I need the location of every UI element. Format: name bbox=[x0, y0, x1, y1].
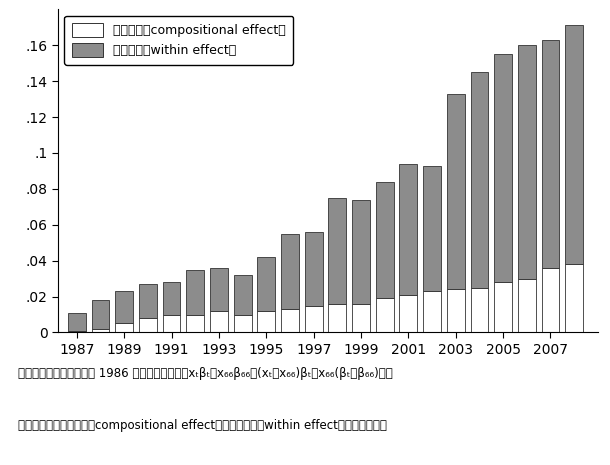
Bar bbox=[163, 282, 181, 314]
Bar bbox=[494, 54, 512, 282]
Bar bbox=[565, 264, 583, 332]
Bar bbox=[210, 311, 228, 332]
Bar bbox=[470, 287, 488, 332]
Bar bbox=[257, 311, 275, 332]
Bar bbox=[447, 93, 465, 289]
Bar bbox=[257, 257, 275, 311]
Bar bbox=[400, 164, 417, 295]
Bar bbox=[139, 318, 157, 332]
Bar bbox=[447, 289, 465, 332]
Bar bbox=[281, 309, 299, 332]
Bar bbox=[187, 270, 204, 314]
Bar bbox=[281, 234, 299, 309]
Bar bbox=[494, 282, 512, 332]
Bar bbox=[92, 329, 109, 332]
Text: 注：非正規労働者比率の 1986 年からの変化分をxₜβₜ－x₆₆β₆₆＝(xₜ－x₆₆)βₜ＋x₆₆(βₜ－β₆₆)の式: 注：非正規労働者比率の 1986 年からの変化分をxₜβₜ－x₆₆β₆₆＝(xₜ… bbox=[18, 367, 393, 380]
Bar bbox=[115, 291, 133, 324]
Bar bbox=[68, 313, 86, 331]
Bar bbox=[305, 306, 323, 332]
Bar bbox=[328, 198, 346, 304]
Bar bbox=[376, 299, 393, 332]
Bar bbox=[68, 331, 86, 332]
Bar bbox=[234, 314, 251, 332]
Bar bbox=[470, 72, 488, 287]
Bar bbox=[234, 275, 251, 314]
Bar bbox=[305, 232, 323, 306]
Bar bbox=[542, 40, 559, 268]
Bar bbox=[518, 279, 536, 332]
Bar bbox=[352, 304, 370, 332]
Bar bbox=[423, 291, 441, 332]
Bar bbox=[163, 314, 181, 332]
Bar bbox=[518, 45, 536, 279]
Bar bbox=[565, 26, 583, 264]
Bar bbox=[328, 304, 346, 332]
Bar bbox=[187, 314, 204, 332]
Bar bbox=[400, 295, 417, 332]
Text: に基づいて、構成効果（compositional effect）と内部効果（within effect）に分解した。: に基づいて、構成効果（compositional effect）と内部効果（wi… bbox=[18, 418, 387, 432]
Bar bbox=[92, 300, 109, 329]
Bar bbox=[210, 268, 228, 311]
Bar bbox=[423, 166, 441, 291]
Bar bbox=[542, 268, 559, 332]
Bar bbox=[376, 182, 393, 299]
Legend: 構成効果（compositional effect）, 内部効果（within effect）: 構成効果（compositional effect）, 内部効果（within … bbox=[64, 15, 293, 65]
Bar bbox=[352, 199, 370, 304]
Bar bbox=[115, 324, 133, 332]
Bar bbox=[139, 284, 157, 318]
